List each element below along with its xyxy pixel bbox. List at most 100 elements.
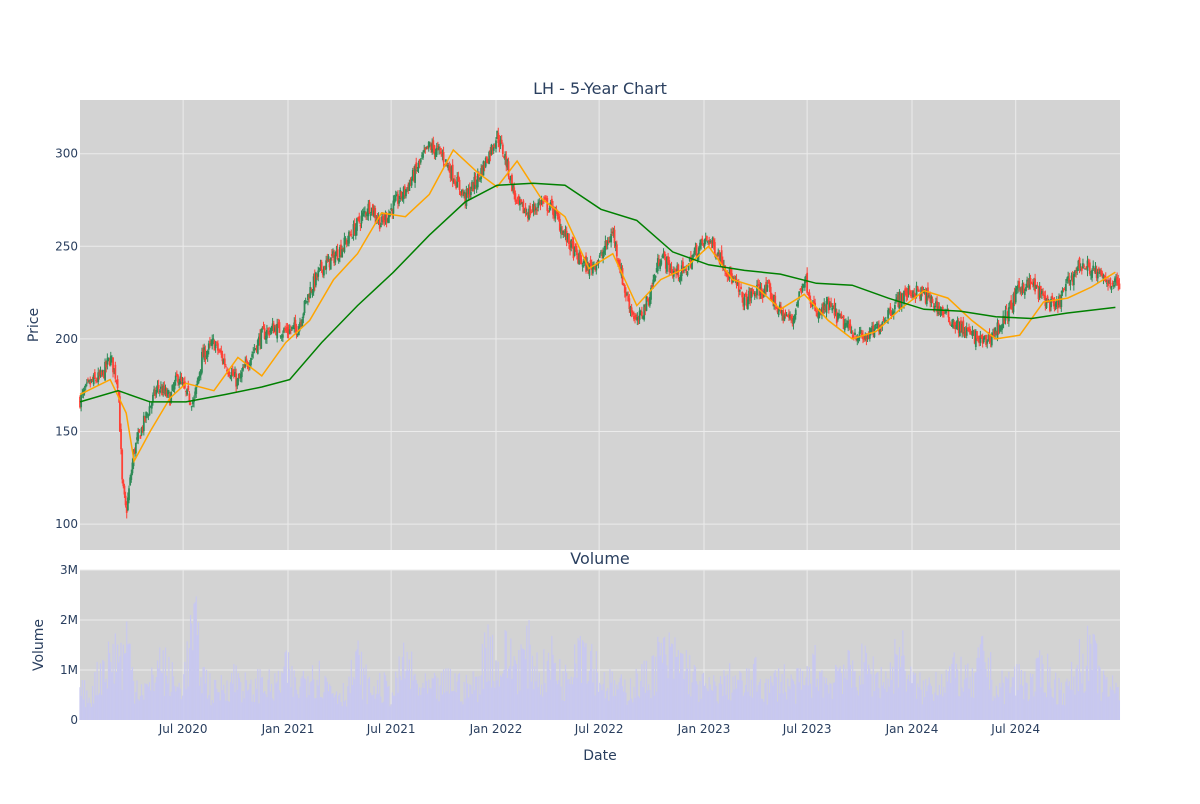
volume-bar — [105, 678, 107, 720]
candle-body — [405, 189, 407, 197]
candle-body — [368, 202, 371, 213]
volume-bar — [104, 682, 106, 720]
volume-bar — [920, 689, 922, 720]
volume-bar — [129, 643, 131, 720]
candle-body — [1080, 267, 1083, 271]
candle-body — [745, 293, 748, 307]
candle-body — [262, 326, 265, 330]
candle-body — [987, 334, 990, 341]
volume-bar — [594, 695, 596, 720]
volume-bar — [203, 666, 205, 720]
candle-body — [594, 266, 597, 271]
candle-body — [656, 258, 659, 272]
volume-bar — [503, 669, 505, 720]
candle-body — [916, 286, 919, 289]
volume-bar — [934, 692, 936, 720]
candle-body — [232, 373, 235, 376]
candle-body — [564, 231, 567, 237]
volume-bar — [1090, 643, 1092, 720]
volume-bar — [674, 637, 676, 720]
price-grid — [80, 100, 1120, 550]
volume-bar — [349, 693, 351, 720]
x-tick-label: Jan 2024 — [885, 722, 939, 736]
volume-bar — [415, 679, 417, 720]
candle-body — [1117, 279, 1120, 286]
candle-body — [495, 140, 497, 149]
candle-body — [421, 155, 423, 157]
volume-bar — [749, 695, 751, 720]
volume-bar — [743, 692, 746, 720]
candle-body — [1019, 288, 1022, 290]
volume-bar — [373, 686, 375, 720]
candle-body — [484, 157, 487, 167]
volume-bar — [764, 683, 766, 720]
volume-bar — [223, 684, 225, 720]
volume-bar — [593, 668, 595, 720]
volume-bar — [256, 688, 258, 720]
volume-bar — [819, 671, 821, 720]
candle-body — [606, 241, 609, 245]
candle-body — [888, 308, 891, 312]
candle-body — [931, 298, 934, 303]
candle-body — [754, 294, 757, 296]
volume-bar — [724, 676, 726, 720]
candle-body — [808, 292, 811, 300]
volume-bar — [181, 695, 184, 720]
candle-body — [218, 351, 220, 353]
volume-bar — [738, 680, 740, 720]
volume-bar — [649, 690, 651, 720]
volume-bar — [665, 654, 667, 720]
volume-bar — [949, 666, 951, 720]
volume-bar — [257, 669, 259, 720]
volume-bar — [205, 669, 208, 720]
candle-body — [612, 231, 615, 234]
volume-bar — [787, 678, 789, 720]
volume-bar — [580, 682, 583, 720]
candle-body — [321, 269, 324, 275]
volume-bar — [800, 689, 803, 720]
candle-body — [1093, 268, 1096, 270]
candle-body — [442, 152, 445, 163]
volume-bar — [470, 685, 472, 720]
volume-bar — [454, 673, 456, 720]
candle-body — [334, 255, 337, 263]
candle-body — [867, 332, 870, 339]
candle-body — [671, 272, 674, 274]
candle-body — [573, 246, 576, 256]
candle-body — [903, 290, 905, 304]
candle-body — [163, 386, 166, 393]
volume-bar — [608, 700, 610, 720]
candle-body — [419, 159, 422, 163]
volume-bar — [160, 670, 162, 720]
x-tick-label: Jul 2022 — [574, 722, 624, 736]
volume-bar — [625, 692, 627, 720]
volume-bar — [872, 656, 874, 720]
volume-bar — [424, 673, 426, 720]
volume-bar — [723, 670, 725, 720]
candle-body — [175, 373, 178, 377]
candle-body — [407, 184, 410, 191]
candle-body — [161, 388, 163, 396]
volume-bar — [235, 665, 237, 720]
candle-body — [136, 437, 138, 440]
candle-body — [460, 189, 463, 193]
volume-bar — [905, 691, 907, 720]
volume-bar — [140, 684, 143, 720]
candle-body — [496, 130, 499, 139]
volume-bar — [175, 691, 177, 720]
candle-body — [300, 322, 303, 324]
candle-body — [392, 200, 395, 214]
candle-body — [483, 163, 486, 168]
candle-body — [211, 339, 214, 346]
candle-body — [198, 372, 201, 378]
candle-body — [727, 275, 730, 277]
volume-bar — [710, 689, 713, 720]
candle-body — [969, 329, 972, 335]
candle-body — [104, 361, 106, 381]
candle-body — [1031, 283, 1034, 286]
candle-body — [458, 179, 461, 190]
volume-bar — [1056, 704, 1058, 720]
volume-bar — [225, 700, 227, 720]
volume-bar — [1073, 676, 1075, 720]
candle-body — [733, 277, 736, 279]
